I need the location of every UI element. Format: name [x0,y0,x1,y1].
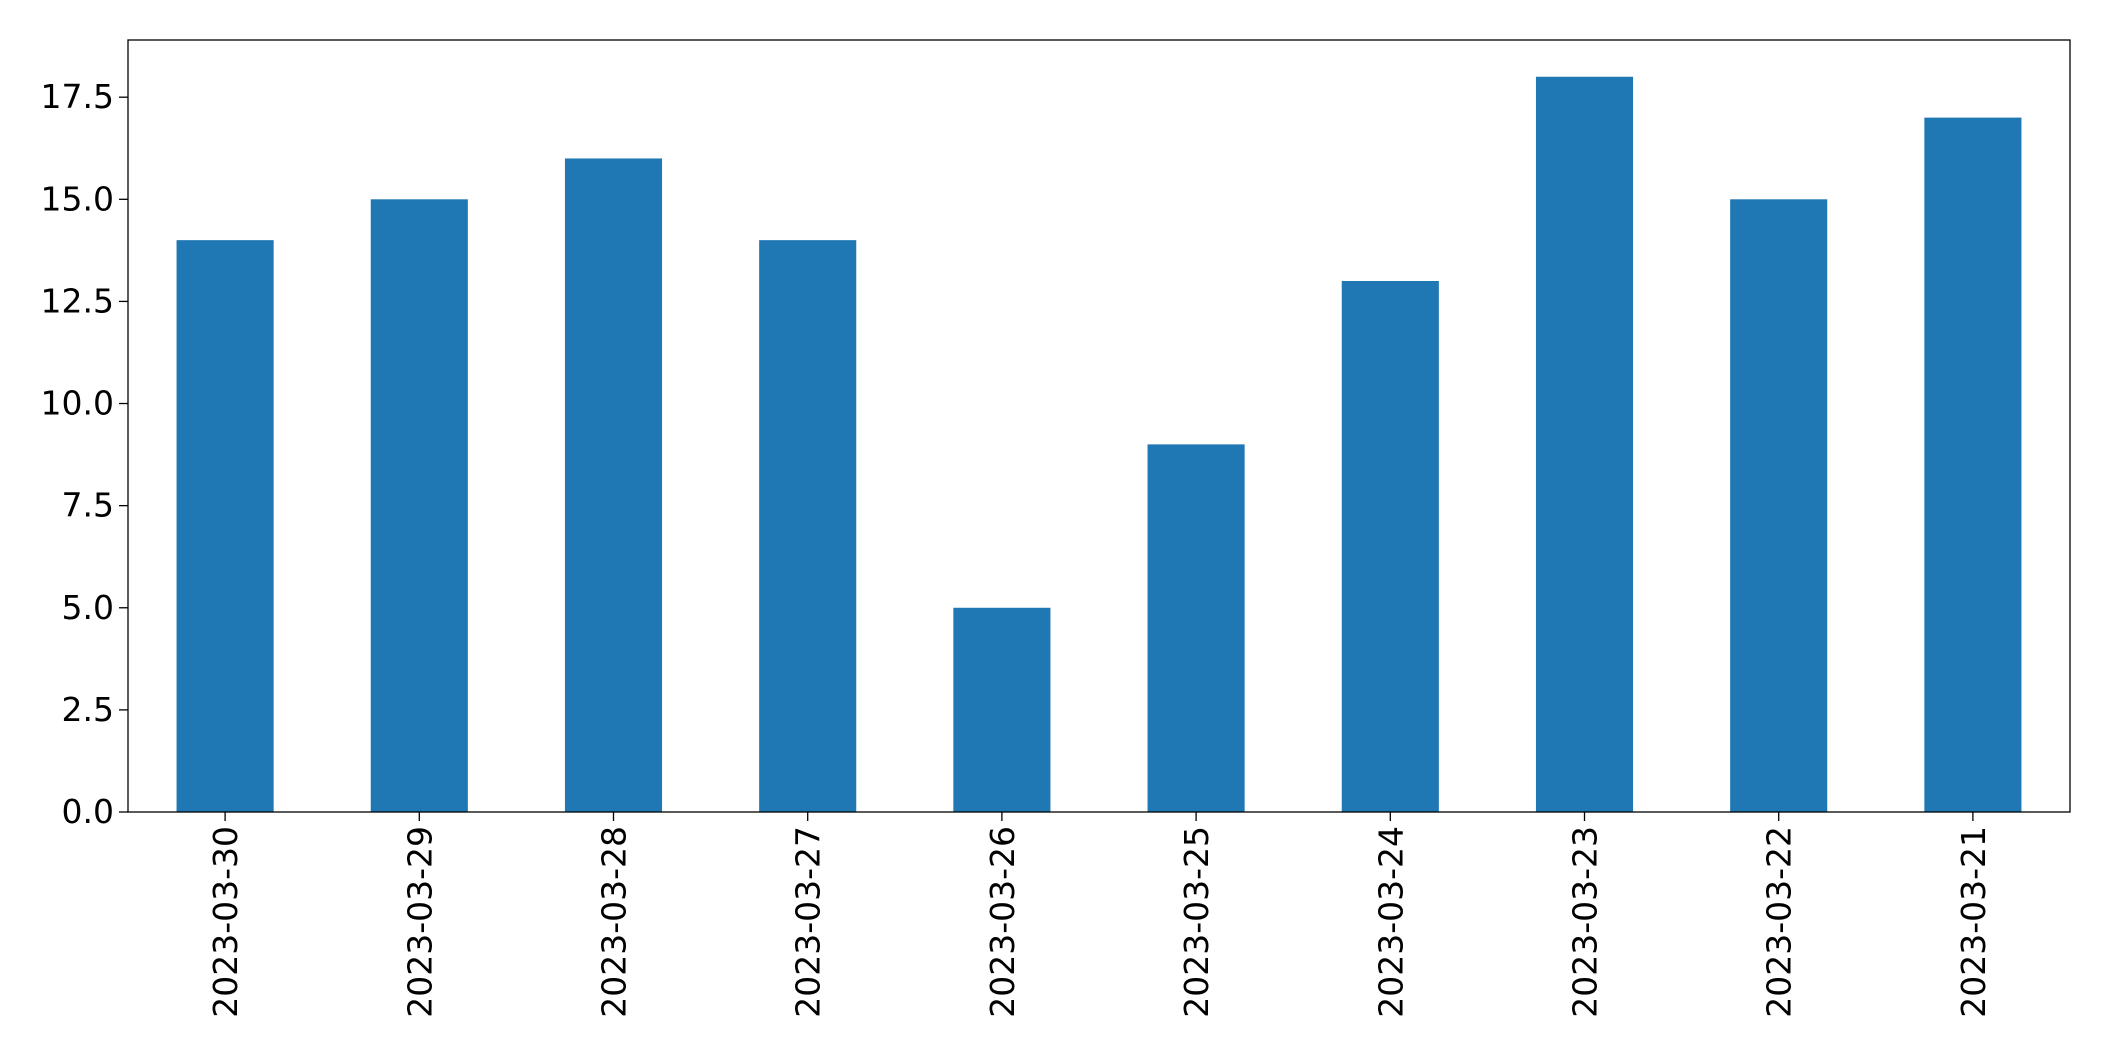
y-tick-label: 7.5 [62,486,114,525]
y-tick-label: 0.0 [62,792,114,831]
x-tick-label: 2023-03-23 [1566,826,1605,1018]
x-tick-label: 2023-03-22 [1760,826,1799,1018]
y-tick-label: 10.0 [41,384,114,423]
x-tick-label: 2023-03-24 [1371,826,1410,1018]
x-tick-label: 2023-03-21 [1954,826,1993,1018]
plot-frame [127,39,2071,813]
bar-2023-03-22 [1730,199,1828,813]
bar-2023-03-21 [1924,117,2022,813]
bar-2023-03-30 [176,240,274,812]
bar-2023-03-26 [953,607,1051,812]
y-tick-label: 5.0 [62,588,114,627]
bars-group [176,76,2022,813]
x-tick-label: 2023-03-29 [400,826,439,1018]
x-tick-label: 2023-03-28 [595,826,634,1018]
x-tick-label: 2023-03-27 [789,826,828,1018]
x-tick-label: 2023-03-25 [1177,826,1216,1018]
bar-2023-03-24 [1341,280,1439,812]
x-tick-label: 2023-03-30 [206,826,245,1018]
bar-2023-03-29 [370,199,468,813]
y-tick-label: 17.5 [41,77,114,116]
x-axis: 2023-03-30 2023-03-29 2023-03-28 2023-03-27… [206,812,1993,1018]
bar-2023-03-25 [1147,444,1245,812]
bar-2023-03-27 [759,240,857,812]
x-tick-label: 2023-03-26 [983,826,1022,1018]
y-tick-label: 12.5 [41,281,114,320]
bar-2023-03-28 [564,158,663,812]
bar-2023-03-23 [1535,76,1634,812]
y-axis: 0.0 2.5 5.0 7.5 10.0 12.5 15.0 17.5 [41,77,128,831]
y-tick-label: 2.5 [62,690,114,729]
y-tick-label: 15.0 [41,179,114,218]
